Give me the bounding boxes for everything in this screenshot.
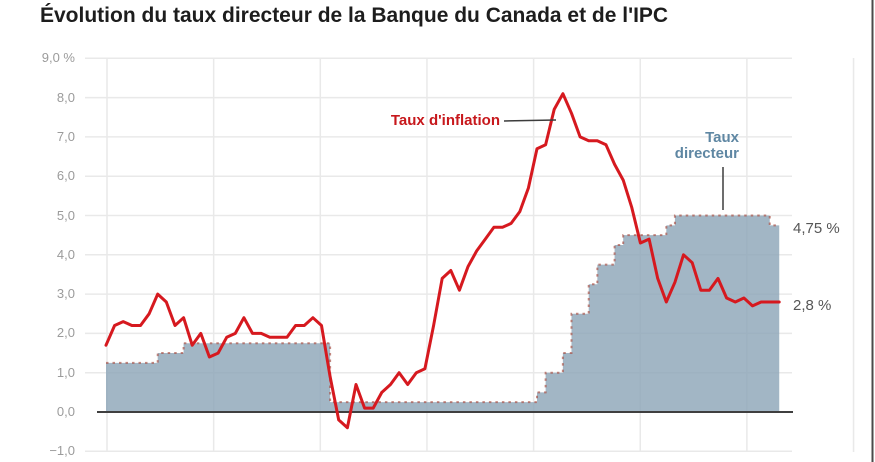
y-axis-tick-label: 1,0	[56, 364, 75, 380]
y-axis-tick-label: 9,0 %	[41, 50, 75, 66]
y-axis-tick-label: 7,0	[56, 128, 75, 144]
y-axis-tick-label: 5,0	[56, 207, 75, 223]
policy-rate-latest-value-label: 4,75 %	[793, 220, 840, 237]
y-axis-tick-label: 0,0	[56, 404, 75, 419]
y-axis-tick-label: 8,0	[56, 89, 75, 105]
y-axis-tick-label: −1,0	[49, 443, 75, 459]
inflation-label-connector	[503, 119, 557, 122]
y-axis-tick-label: 3,0	[56, 286, 75, 302]
inflation-latest-value-label: 2,8 %	[793, 297, 832, 314]
inflation-series-label: Taux d'inflation	[390, 112, 500, 129]
policy-rate-area	[106, 215, 780, 412]
policy-rate-series-label: Taux directeur	[674, 129, 739, 162]
page-title: Évolution du taux directeur de la Banque…	[40, 4, 669, 27]
y-axis-tick-label: 6,0	[56, 168, 75, 184]
y-axis-tick-label: 2,0	[56, 325, 75, 341]
y-axis-tick-label: 4,0	[56, 246, 75, 262]
inflation-line	[104, 92, 781, 430]
